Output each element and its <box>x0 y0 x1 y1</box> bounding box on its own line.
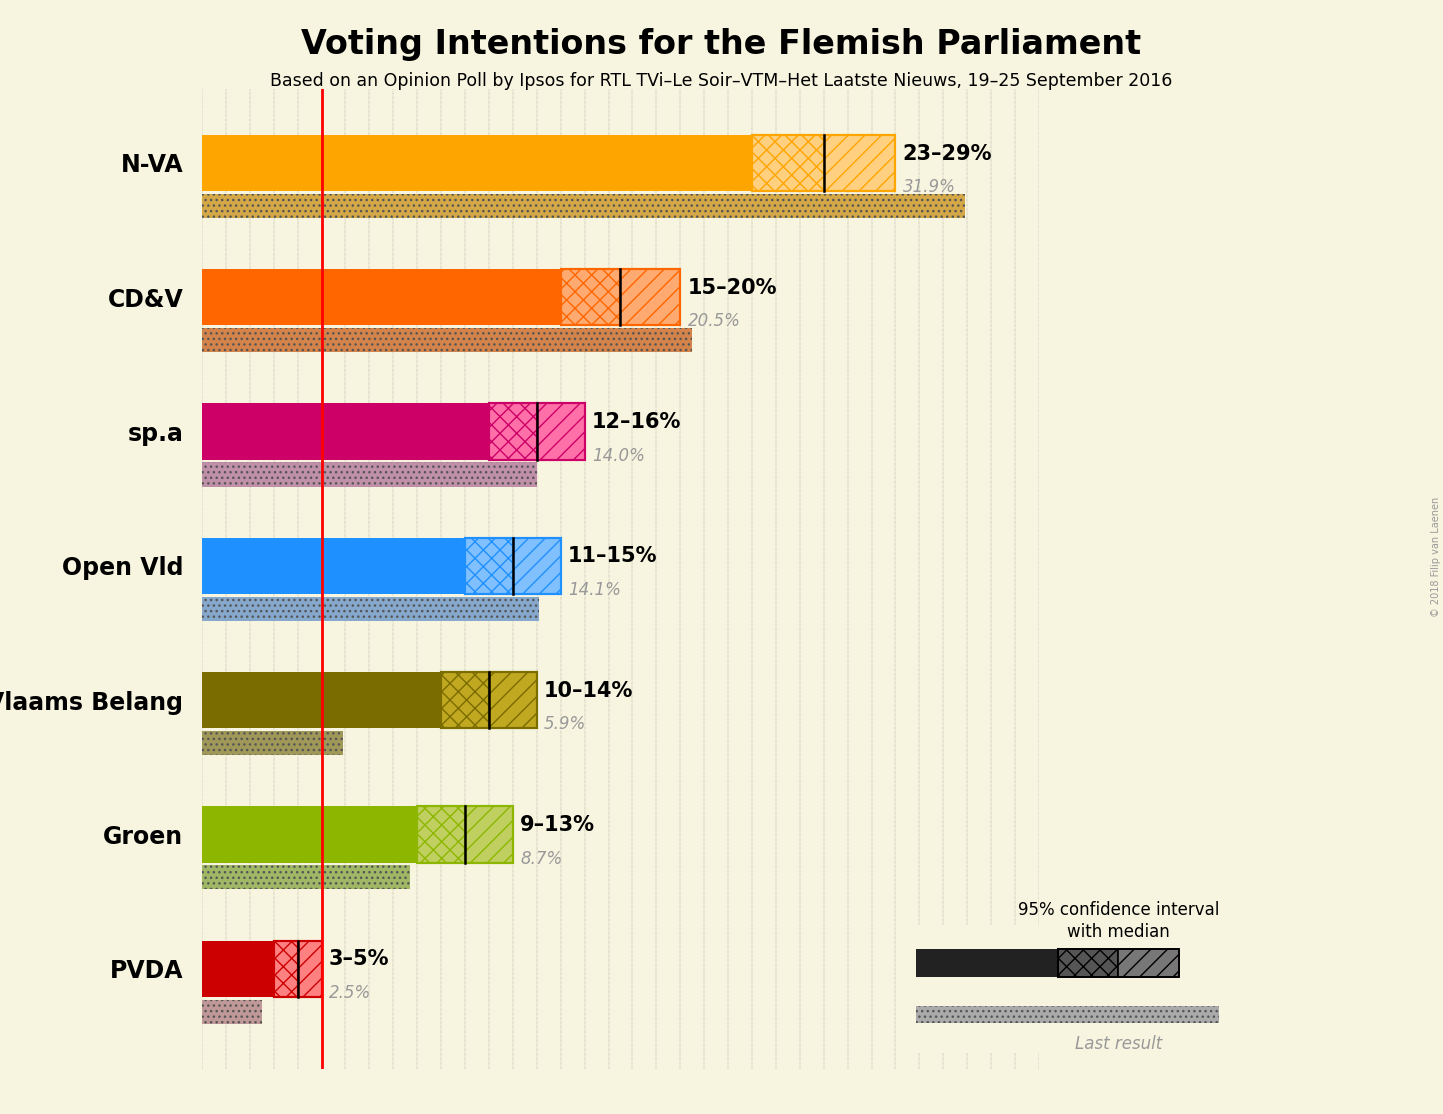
Bar <box>417 807 465 862</box>
Bar <box>202 940 274 997</box>
Text: 31.9%: 31.9% <box>903 178 955 196</box>
Bar <box>202 270 561 325</box>
Bar <box>824 135 896 192</box>
Text: 20.5%: 20.5% <box>687 312 740 331</box>
Bar <box>465 538 512 594</box>
Text: Voting Intentions for the Flemish Parliament: Voting Intentions for the Flemish Parlia… <box>302 28 1141 61</box>
Bar <box>202 329 693 352</box>
Text: 12–16%: 12–16% <box>592 412 681 432</box>
Bar <box>1058 949 1179 977</box>
Bar <box>489 403 584 460</box>
Text: 8.7%: 8.7% <box>519 850 563 868</box>
Text: Based on an Opinion Poll by Ipsos for RTL TVi–Le Soir–VTM–Het Laatste Nieuws, 19: Based on an Opinion Poll by Ipsos for RT… <box>270 72 1173 90</box>
Text: 14.1%: 14.1% <box>569 582 620 599</box>
Bar <box>202 462 537 487</box>
Bar <box>465 538 561 594</box>
Bar <box>465 807 512 862</box>
Bar <box>537 403 584 460</box>
Text: 14.0%: 14.0% <box>592 447 645 465</box>
Bar <box>274 940 297 997</box>
Bar <box>202 999 261 1024</box>
Bar <box>202 194 965 218</box>
Text: with median: with median <box>1066 924 1170 941</box>
Bar <box>297 940 322 997</box>
Text: 95% confidence interval: 95% confidence interval <box>1017 901 1219 919</box>
Bar <box>1118 949 1179 977</box>
Text: Last result: Last result <box>1075 1035 1162 1053</box>
Text: 10–14%: 10–14% <box>544 681 633 701</box>
Bar <box>202 807 417 862</box>
Bar <box>489 672 537 729</box>
Bar <box>202 135 752 192</box>
Bar <box>202 866 410 889</box>
Bar <box>202 731 343 755</box>
Bar <box>752 135 896 192</box>
Text: © 2018 Filip van Laenen: © 2018 Filip van Laenen <box>1431 497 1440 617</box>
Bar <box>202 597 540 620</box>
Bar <box>916 949 1058 977</box>
Text: 23–29%: 23–29% <box>903 144 993 164</box>
Bar <box>417 807 512 862</box>
Bar <box>202 866 410 889</box>
Text: 5.9%: 5.9% <box>544 715 586 733</box>
Bar <box>442 672 537 729</box>
Bar <box>489 403 537 460</box>
Text: 9–13%: 9–13% <box>519 815 595 836</box>
Bar <box>512 538 561 594</box>
Bar <box>202 538 465 594</box>
Text: 11–15%: 11–15% <box>569 547 658 566</box>
Text: 2.5%: 2.5% <box>329 984 371 1001</box>
Bar <box>202 597 540 620</box>
Bar <box>202 731 343 755</box>
Text: 15–20%: 15–20% <box>687 277 776 297</box>
Bar <box>202 672 442 729</box>
Bar <box>620 270 680 325</box>
Bar <box>1058 949 1118 977</box>
Bar <box>202 194 965 218</box>
Bar <box>202 999 261 1024</box>
Text: 3–5%: 3–5% <box>329 949 390 969</box>
Bar <box>561 270 680 325</box>
Bar <box>202 403 489 460</box>
Bar <box>916 1006 1219 1023</box>
Bar <box>752 135 824 192</box>
Bar <box>442 672 489 729</box>
Bar <box>202 329 693 352</box>
Bar <box>561 270 620 325</box>
Bar <box>916 1006 1219 1023</box>
Bar <box>274 940 322 997</box>
Bar <box>202 462 537 487</box>
